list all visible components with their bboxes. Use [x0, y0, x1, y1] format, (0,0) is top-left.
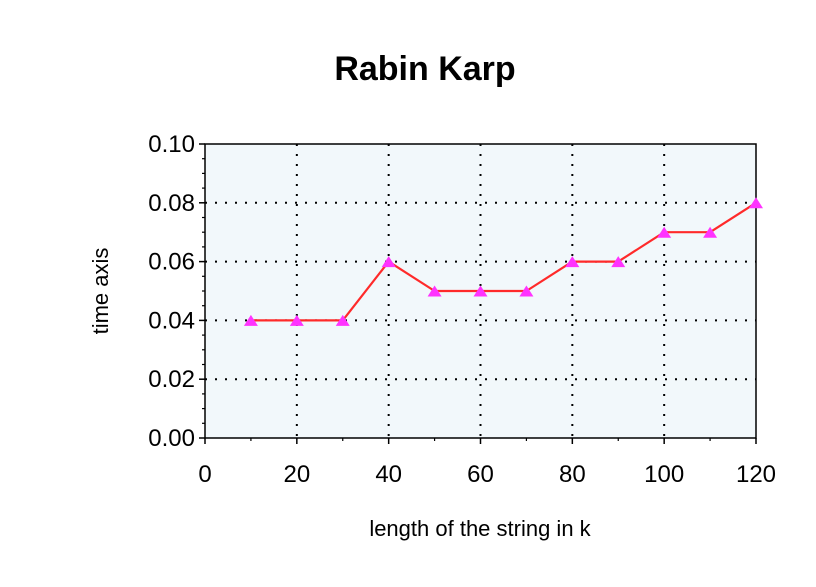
x-tick-label: 20 [283, 461, 310, 488]
data-point-marker [703, 226, 718, 238]
data-point-marker [611, 256, 626, 268]
y-tick-label: 0.06 [148, 249, 195, 276]
y-axis-label: time axis [88, 248, 113, 335]
x-tick-label: 120 [736, 461, 776, 488]
y-tick-label: 0.04 [148, 307, 195, 334]
x-tick-label: 40 [375, 461, 402, 488]
y-tick-label: 0.00 [148, 425, 195, 452]
chart-title: Rabin Karp [334, 50, 515, 88]
data-point-marker [519, 285, 534, 297]
y-tick-label: 0.10 [148, 131, 195, 158]
x-tick-label: 60 [467, 461, 494, 488]
x-tick-label: 100 [644, 461, 684, 488]
y-tick-label: 0.02 [148, 366, 195, 393]
data-point-marker [749, 197, 763, 209]
data-point-marker [565, 256, 580, 268]
data-point-marker [243, 314, 258, 326]
x-tick-label: 0 [198, 461, 211, 488]
data-point-marker [289, 314, 304, 326]
data-point-marker [381, 256, 396, 268]
axes [199, 143, 757, 444]
data-point-marker [473, 285, 488, 297]
data-point-marker [335, 314, 350, 326]
y-tick-label: 0.08 [148, 190, 195, 217]
series-line [250, 201, 757, 322]
data-point-marker [427, 285, 442, 297]
data-point-marker [657, 226, 672, 238]
tick-labels: 0.00 0.02 0.04 0.06 0.08 0.10 0 20 40 60 80 100 120 [148, 131, 776, 488]
data-series [243, 197, 763, 326]
x-axis-label: length of the string in k [369, 516, 591, 541]
x-tick-label: 80 [559, 461, 586, 488]
